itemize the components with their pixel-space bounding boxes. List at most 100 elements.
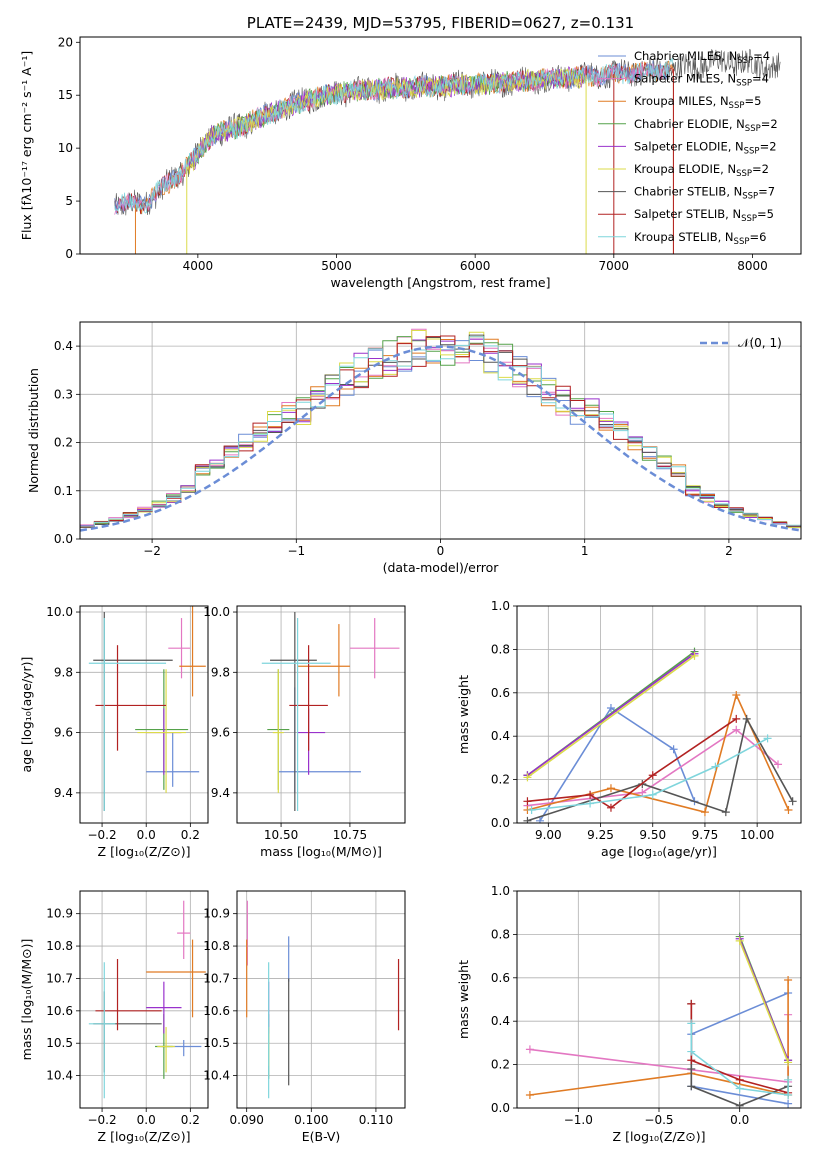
x-tick-label: 0.2 [181,828,200,842]
y-tick-label: 0.3 [54,387,73,401]
legend-suffix: =2 [761,117,778,131]
x-axis-label: wavelength [Angstrom, rest frame] [330,275,550,290]
mass-weight-marker [735,1084,744,1093]
errorbar-point-2 [146,939,206,1018]
legend-name: Chabrier ELODIE, N [634,117,745,131]
y-tick-label: 0.6 [491,971,510,985]
y-tick-label: 9.8 [54,665,73,679]
mass-weight-marker [742,714,751,723]
mass-weight-marker [535,816,544,823]
mass-weight-marker [788,797,797,806]
x-tick-label: 10.00 [740,828,774,842]
mass-weight-marker [606,784,615,793]
mass-weight-marker [606,803,615,812]
mass-weight-marker [784,1090,793,1099]
y-tick-label: 0 [65,247,73,261]
mass-weight-marker [732,725,741,734]
errorbar-point-6 [93,612,173,811]
chart-title: PLATE=2439, MJD=53795, FIBERID=0627, z=0… [247,14,634,32]
axes-frame [79,605,209,824]
x-tick-label: −0.2 [87,1113,116,1127]
plot-area [80,328,801,532]
y-tick-label: 0.2 [491,1058,510,1072]
legend-suffix: =5 [757,207,774,221]
x-tick-label: 0.0 [730,1113,749,1127]
plot-area [114,48,781,254]
y-tick-label: 10.8 [46,939,73,953]
legend-sub: SSP [744,146,760,156]
axes-frame [516,605,802,824]
chart-panel-3: 10.50 10.75 9.4 9.6 9.8 10.0 mass [log₁₀(M/M⊙)… [203,605,406,859]
y-axis-label: mass [log₁₀(M/M⊙)] [19,939,34,1061]
legend: 𝒩(0, 1) [700,336,782,350]
mass-weight-series-5 [526,655,695,779]
errorbar-point-1 [177,900,191,960]
x-axis-label: Z [log₁₀(Z/Z⊙)] [613,1129,706,1144]
y-tick-label: 9.4 [54,786,73,800]
legend-name: Kroupa ELODIE, N [634,162,736,176]
y-tick-label: 0.4 [54,339,73,353]
legend-entry-0: Chabrier MILES, NSSP=4 [634,49,770,66]
x-tick-label: 0 [437,544,445,558]
mass-weight-series-4 [526,653,695,776]
axes-frame [79,36,802,255]
mass-weight-marker [784,1058,793,1067]
legend-entry-8: Kroupa STELIB, NSSP=6 [634,230,766,247]
x-tick-label: 6000 [460,259,491,273]
y-tick-label: 10.5 [46,1036,73,1050]
x-tick-label: 0.100 [294,1113,328,1127]
y-tick-label: 10.9 [46,907,73,921]
y-axis-label: age [log₁₀(age/yr)] [19,657,34,773]
mass-weight-marker [732,714,741,723]
x-tick-label: 9.00 [535,828,562,842]
x-tick-label: 0.090 [230,1113,264,1127]
mass-weight-series-1 [527,728,779,807]
x-axis-label: age [log₁₀(age/yr)] [601,844,717,859]
mass-weight-marker [735,1075,744,1084]
mass-weight-marker [523,773,532,782]
errorbar-point-5 [137,669,186,793]
y-axis-label: mass weight [456,960,471,1039]
mass-weight-marker [687,1064,696,1073]
y-tick-label: 10.4 [46,1069,73,1083]
mass-weight-marker [784,975,793,984]
legend-sub: SSP [736,79,752,89]
plot-area [246,900,400,1099]
y-tick-label: 0.1 [54,484,73,498]
mass-weight-series-2 [529,980,789,1096]
errorbar-point-0 [161,1039,202,1057]
x-axis-label: Z [log₁₀(Z/Z⊙)] [98,1129,191,1144]
mass-weight-series-0 [539,706,696,822]
x-axis-label: mass [log₁₀(M/M⊙)] [260,844,382,859]
legend-entry-3: Chabrier ELODIE, NSSP=2 [634,117,778,134]
y-tick-label: 5 [65,194,73,208]
legend-name: Kroupa MILES, N [634,94,729,108]
legend-sub: SSP [734,237,750,247]
errorbar-point-0 [278,687,361,793]
x-tick-label: −1 [287,544,305,558]
legend-name: Chabrier MILES, N [634,49,737,63]
chart-panel-0: 4000 5000 6000 7000 8000 0 5 10 15 20 wavelength [… [19,35,802,290]
legend-suffix: =5 [744,94,761,108]
mass-weight-marker [648,771,657,780]
legend-suffix: =2 [752,162,769,176]
legend-name: Salpeter STELIB, N [634,207,741,221]
mass-weight-marker [721,808,730,817]
y-tick-label: 0.0 [491,1101,510,1115]
errorbar-point-5 [157,1027,175,1073]
errorbar-point-7 [95,645,167,751]
mass-weight-marker [784,805,793,814]
y-tick-label: 10.7 [46,971,73,985]
x-tick-label: 2 [725,544,733,558]
mass-weight-marker [735,936,744,945]
x-axis-label: E(B-V) [302,1129,341,1144]
y-tick-label: 10.0 [203,605,230,619]
mass-weight-marker [687,1082,696,1091]
spectrum-series-5 [186,67,587,175]
x-tick-label: 0.0 [137,828,156,842]
y-tick-label: 10.9 [203,907,230,921]
legend-entry-1: Salpeter MILES, NSSP=4 [634,72,769,89]
y-tick-label: 10.7 [203,971,230,985]
x-tick-label: −1.0 [564,1113,593,1127]
y-axis-label: Normed distribution [26,368,41,493]
